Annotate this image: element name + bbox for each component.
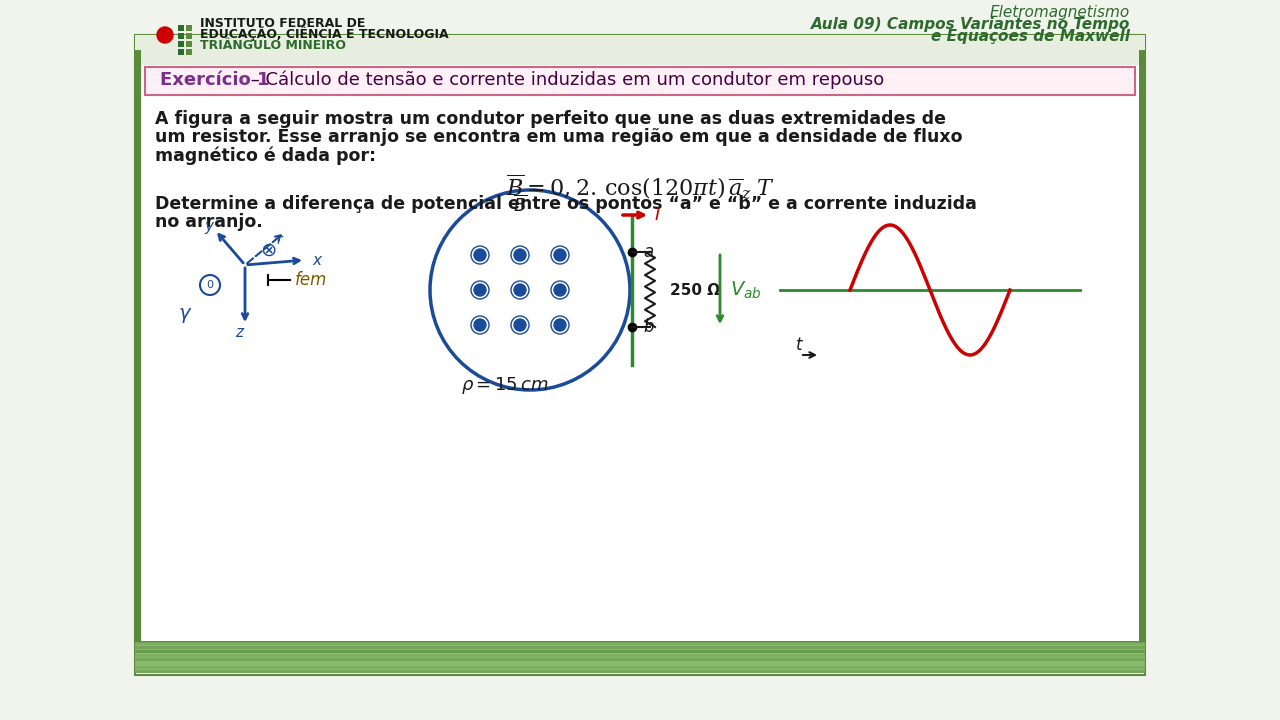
FancyBboxPatch shape: [134, 35, 1146, 65]
Circle shape: [554, 249, 566, 261]
Text: Exercício 1: Exercício 1: [160, 71, 270, 89]
FancyBboxPatch shape: [186, 25, 192, 31]
FancyBboxPatch shape: [178, 33, 184, 39]
Text: magnético é dada por:: magnético é dada por:: [155, 146, 376, 164]
FancyBboxPatch shape: [134, 662, 1146, 667]
Text: Determine a diferença de potencial entre os pontos “a” e “b” e a corrente induzi: Determine a diferença de potencial entre…: [155, 195, 977, 213]
FancyBboxPatch shape: [134, 643, 1146, 673]
Text: Eletromagnetismo: Eletromagnetismo: [989, 5, 1130, 20]
Circle shape: [515, 284, 526, 296]
FancyBboxPatch shape: [134, 657, 1146, 662]
Text: $b$: $b$: [643, 318, 655, 336]
Circle shape: [474, 284, 486, 296]
FancyBboxPatch shape: [134, 666, 1146, 669]
Text: A figura a seguir mostra um condutor perfeito que une as duas extremidades de: A figura a seguir mostra um condutor per…: [155, 110, 946, 128]
Circle shape: [474, 319, 486, 331]
Circle shape: [554, 319, 566, 331]
Text: EDUCAÇÃO, CIÊNCIA E TECNOLOGIA: EDUCAÇÃO, CIÊNCIA E TECNOLOGIA: [200, 26, 448, 41]
Text: $\otimes$: $\otimes$: [260, 240, 276, 259]
Text: um resistor. Esse arranjo se encontra em uma região em que a densidade de fluxo: um resistor. Esse arranjo se encontra em…: [155, 128, 963, 146]
FancyBboxPatch shape: [145, 67, 1135, 95]
Circle shape: [474, 249, 486, 261]
FancyBboxPatch shape: [134, 641, 1146, 646]
Text: $\overline{B}$: $\overline{B}$: [513, 194, 527, 215]
FancyBboxPatch shape: [134, 646, 1146, 651]
Circle shape: [157, 27, 173, 43]
FancyBboxPatch shape: [178, 49, 184, 55]
Text: 0: 0: [206, 280, 214, 290]
Text: e Equações de Maxwell: e Equações de Maxwell: [931, 29, 1130, 44]
Text: $y$: $y$: [205, 220, 216, 236]
FancyBboxPatch shape: [134, 650, 1146, 653]
Text: no arranjo.: no arranjo.: [155, 213, 262, 231]
Text: $x$: $x$: [312, 253, 324, 268]
FancyBboxPatch shape: [134, 642, 1146, 645]
Text: INSTITUTO FEDERAL DE: INSTITUTO FEDERAL DE: [200, 17, 365, 30]
Text: $z$: $z$: [234, 325, 246, 340]
Text: $I$: $I$: [654, 206, 660, 224]
Text: TRIÂNGULO MINEIRO: TRIÂNGULO MINEIRO: [200, 39, 346, 52]
Text: Aula 09) Campos Variantes no Tempo: Aula 09) Campos Variantes no Tempo: [810, 17, 1130, 32]
FancyBboxPatch shape: [134, 35, 1146, 675]
Text: $\gamma$: $\gamma$: [178, 305, 192, 325]
FancyBboxPatch shape: [134, 668, 1146, 673]
Circle shape: [554, 284, 566, 296]
Text: $V_{ab}$: $V_{ab}$: [730, 279, 762, 301]
Text: $\overline{B} = 0,2.\,\cos(120\pi t)\,\overline{a}_z\;T$: $\overline{B} = 0,2.\,\cos(120\pi t)\,\o…: [506, 172, 774, 201]
FancyBboxPatch shape: [178, 41, 184, 47]
FancyBboxPatch shape: [134, 658, 1146, 661]
Text: $t$: $t$: [795, 336, 805, 354]
FancyBboxPatch shape: [186, 33, 192, 39]
FancyBboxPatch shape: [134, 662, 1146, 665]
FancyBboxPatch shape: [186, 49, 192, 55]
FancyBboxPatch shape: [186, 41, 192, 47]
Text: – Cálculo de tensão e corrente induzidas em um condutor em repouso: – Cálculo de tensão e corrente induzidas…: [244, 71, 884, 89]
FancyBboxPatch shape: [134, 646, 1146, 649]
FancyBboxPatch shape: [178, 25, 184, 31]
FancyBboxPatch shape: [134, 654, 1146, 657]
FancyBboxPatch shape: [134, 652, 1146, 657]
FancyBboxPatch shape: [134, 670, 1146, 673]
FancyBboxPatch shape: [134, 50, 141, 645]
Text: fem: fem: [294, 271, 328, 289]
Text: $\rho = 15\,cm$: $\rho = 15\,cm$: [461, 375, 549, 396]
FancyBboxPatch shape: [1139, 50, 1146, 645]
Circle shape: [515, 249, 526, 261]
Text: $r$: $r$: [275, 233, 284, 247]
Text: 250 Ω: 250 Ω: [669, 282, 721, 297]
Text: $a$: $a$: [643, 243, 654, 261]
Circle shape: [515, 319, 526, 331]
